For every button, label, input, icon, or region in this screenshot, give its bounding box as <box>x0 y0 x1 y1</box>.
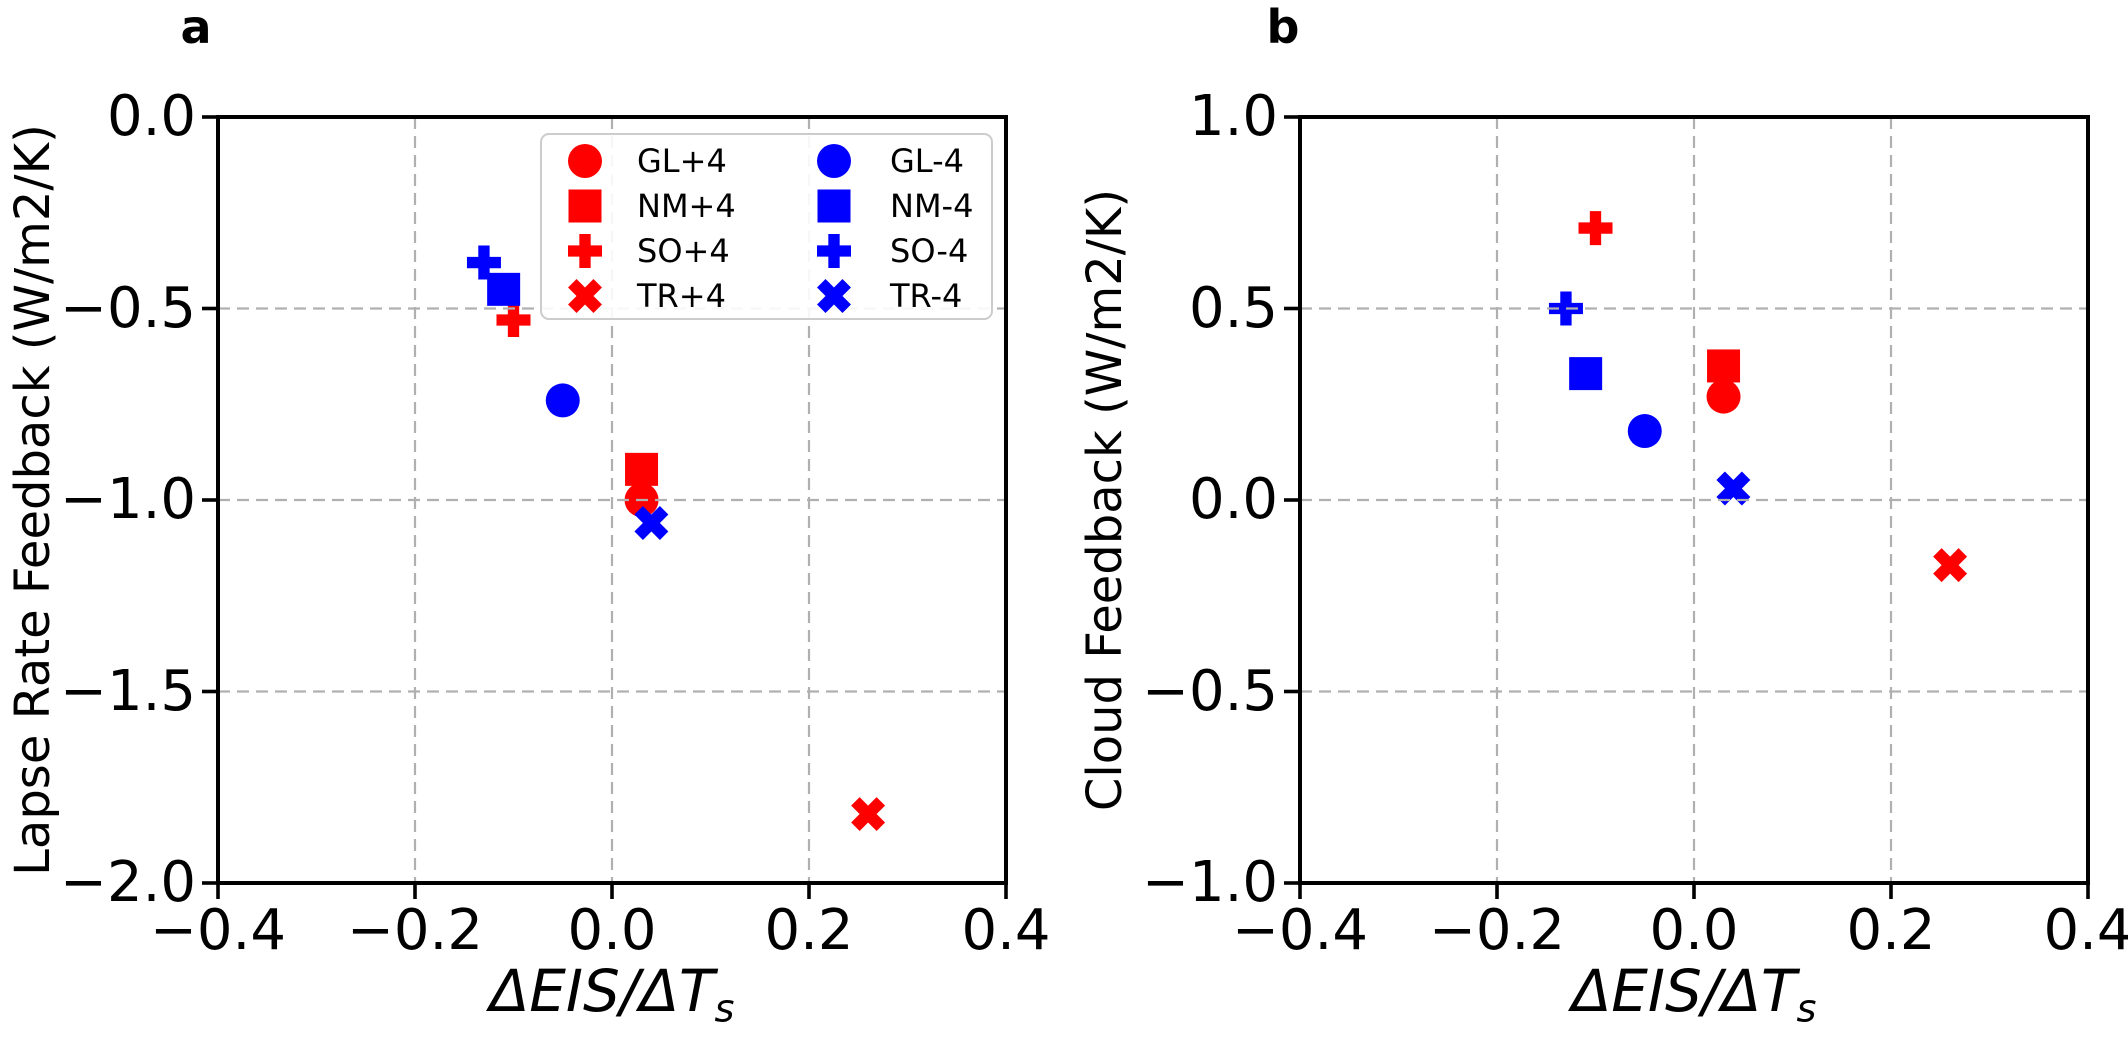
x-tick-label: −0.4 <box>150 898 286 963</box>
x-tick-label: 0.2 <box>1846 898 1936 963</box>
scatter-marker-x <box>817 279 851 313</box>
legend-label: NM-4 <box>890 187 974 225</box>
axes-frame <box>1298 115 2090 885</box>
panel-b-x-label-main: ΔEIS/ΔT <box>1571 957 1797 1025</box>
scatter-marker-circle <box>568 144 602 178</box>
legend-label: TR-4 <box>890 277 963 315</box>
y-tick-label: −0.5 <box>60 275 196 341</box>
scatter-marker-square <box>568 189 602 223</box>
legend-label: GL+4 <box>637 142 727 180</box>
scatter-marker-x <box>1716 471 1751 506</box>
scatter-marker-circle <box>817 144 851 178</box>
scatter-marker-circle <box>1706 379 1741 414</box>
scatter-marker-x <box>1933 548 1968 583</box>
x-tick-label: 0.0 <box>567 898 657 963</box>
legend-label: SO+4 <box>637 232 730 270</box>
y-tick-label: 0.0 <box>106 84 196 149</box>
legend-label: SO-4 <box>890 232 969 270</box>
scatter-marker-circle <box>1627 414 1662 449</box>
legend-marker-plus-icon <box>817 234 851 268</box>
legend-marker-square-icon <box>568 189 602 223</box>
scatter-marker-square <box>817 189 851 223</box>
x-tick-label: 0.4 <box>2043 898 2128 963</box>
panel-a-x-axis-label: ΔEIS/ΔTs <box>490 962 735 1029</box>
y-tick-label: 0.5 <box>1188 275 1278 341</box>
legend-label: NM+4 <box>637 187 736 225</box>
scatter-marker-x <box>568 279 602 313</box>
scatter-marker-circle <box>545 383 580 418</box>
scatter-marker-plus <box>817 234 851 268</box>
legend-marker-plus-icon <box>568 234 602 268</box>
legend-label: GL-4 <box>890 142 964 180</box>
panel-a-canvas <box>202 115 1008 899</box>
panel-b-x-axis-label: ΔEIS/ΔTs <box>1572 962 1817 1029</box>
x-tick-label: 0.2 <box>764 898 854 963</box>
legend-marker-circle-icon <box>817 144 851 178</box>
legend: GL+4 NM+4 SO+4 TR+4 GL-4 NM-4 SO-4 TR-4 <box>540 133 993 320</box>
scatter-marker-plus <box>568 234 602 268</box>
legend-label: TR+4 <box>637 277 726 315</box>
legend-marker-square-icon <box>817 189 851 223</box>
scatter-marker-plus <box>496 302 531 337</box>
scatter-marker-x <box>634 506 669 540</box>
x-tick-label: −0.4 <box>1232 898 1368 963</box>
panel-b-plot-area: −0.4 −0.2 0.0 0.2 0.4 1.0 0.5 0.0 −0.5 −1.0 <box>1142 89 2128 959</box>
legend-marker-x-icon <box>568 279 602 313</box>
scatter-marker-square <box>625 452 659 486</box>
panel-a-x-label-main: ΔEIS/ΔT <box>489 957 715 1025</box>
panel-a-y-axis-label: Lapse Rate Feedback (W/m2/K) <box>5 124 61 876</box>
scatter-marker-square <box>1707 349 1741 383</box>
y-tick-label: −0.5 <box>1142 658 1278 724</box>
y-tick-label: 0.0 <box>1188 467 1278 532</box>
scatter-marker-square <box>1569 357 1603 391</box>
scatter-marker-plus <box>1548 291 1583 326</box>
x-tick-label: 0.4 <box>961 898 1051 963</box>
panel-a-plot-area: −0.4 −0.2 0.0 0.2 0.4 0.0 −0.5 −1.0 −1.5 −2.0 <box>60 89 1051 959</box>
x-tick-label: −0.2 <box>347 898 483 963</box>
y-tick-label: −2.0 <box>60 850 196 915</box>
scatter-marker-square <box>487 272 521 306</box>
panel-b-title: b <box>1266 0 1300 54</box>
x-tick-label: −0.2 <box>1429 898 1565 963</box>
y-tick-label: −1.0 <box>60 467 196 532</box>
y-tick-label: −1.5 <box>60 658 196 724</box>
legend-marker-x-icon <box>817 279 851 313</box>
panel-b-x-label-subscript: s <box>1796 986 1817 1032</box>
panel-b-canvas <box>1284 115 2090 899</box>
axes-frame <box>216 115 1008 885</box>
panel-a-title: a <box>180 0 212 54</box>
x-tick-label: 0.0 <box>1649 898 1739 963</box>
panel-b-y-axis-label: Cloud Feedback (W/m2/K) <box>1077 188 1133 812</box>
y-tick-label: 1.0 <box>1188 84 1278 149</box>
y-tick-label: −1.0 <box>1142 850 1278 915</box>
panel-a-x-label-subscript: s <box>714 986 735 1032</box>
scatter-marker-plus <box>466 245 501 280</box>
scatter-marker-x <box>851 797 886 832</box>
legend-marker-circle-icon <box>568 144 602 178</box>
scatter-marker-plus <box>1578 211 1613 246</box>
